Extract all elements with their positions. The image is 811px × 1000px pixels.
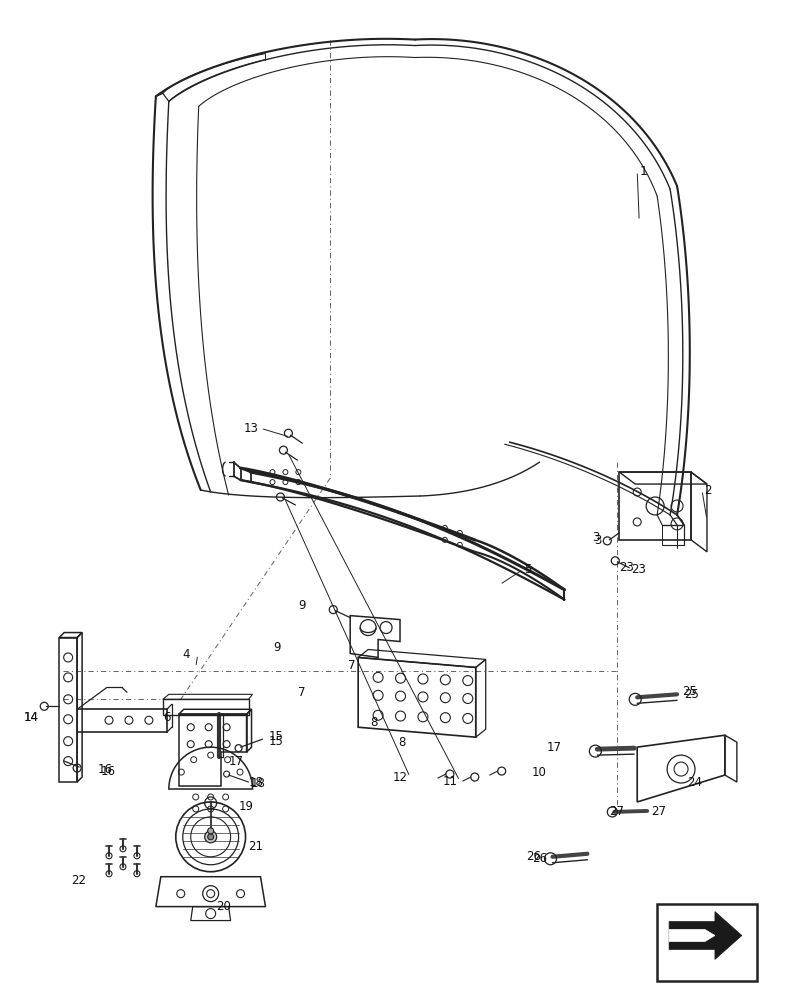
Text: 19: 19	[238, 800, 253, 813]
Text: 14: 14	[24, 711, 38, 724]
Text: 10: 10	[531, 766, 546, 779]
Text: 15: 15	[268, 735, 283, 748]
Circle shape	[208, 828, 213, 834]
Text: 5: 5	[524, 563, 531, 576]
Text: 13: 13	[243, 422, 258, 435]
Text: 20: 20	[216, 900, 230, 913]
Text: 8: 8	[397, 736, 405, 749]
Bar	[656, 904, 756, 981]
Text: 3: 3	[591, 531, 599, 544]
Text: 15: 15	[268, 730, 283, 743]
Text: 23: 23	[619, 561, 633, 574]
Text: 9: 9	[298, 599, 305, 612]
Text: 23: 23	[630, 563, 646, 576]
Text: 6: 6	[163, 711, 170, 724]
Text: 11: 11	[442, 775, 457, 788]
Text: 3: 3	[593, 534, 601, 547]
Text: 2: 2	[703, 484, 710, 497]
Text: 16: 16	[101, 765, 116, 778]
Text: 8: 8	[370, 716, 377, 729]
Text: 21: 21	[248, 840, 264, 853]
Text: 17: 17	[546, 741, 560, 754]
Text: 18: 18	[248, 776, 263, 789]
Text: 25: 25	[681, 685, 696, 698]
Text: 26: 26	[532, 852, 547, 865]
Text: 14: 14	[24, 711, 38, 724]
Circle shape	[204, 831, 217, 843]
Text: 24: 24	[686, 776, 702, 789]
Text: 27: 27	[608, 805, 624, 818]
Text: 26: 26	[526, 850, 541, 863]
Text: 18: 18	[251, 777, 265, 790]
Text: 22: 22	[71, 874, 86, 887]
Text: 17: 17	[229, 755, 243, 768]
Text: 16: 16	[98, 763, 113, 776]
Text: 4: 4	[182, 648, 190, 661]
Circle shape	[208, 834, 213, 840]
Text: 12: 12	[393, 771, 407, 784]
Text: 25: 25	[683, 688, 698, 701]
Text: 9: 9	[272, 641, 280, 654]
Text: 27: 27	[650, 805, 665, 818]
Text: 1: 1	[638, 165, 646, 178]
Text: 7: 7	[298, 686, 306, 699]
Text: 7: 7	[348, 659, 355, 672]
Polygon shape	[668, 912, 741, 959]
Polygon shape	[668, 930, 714, 941]
